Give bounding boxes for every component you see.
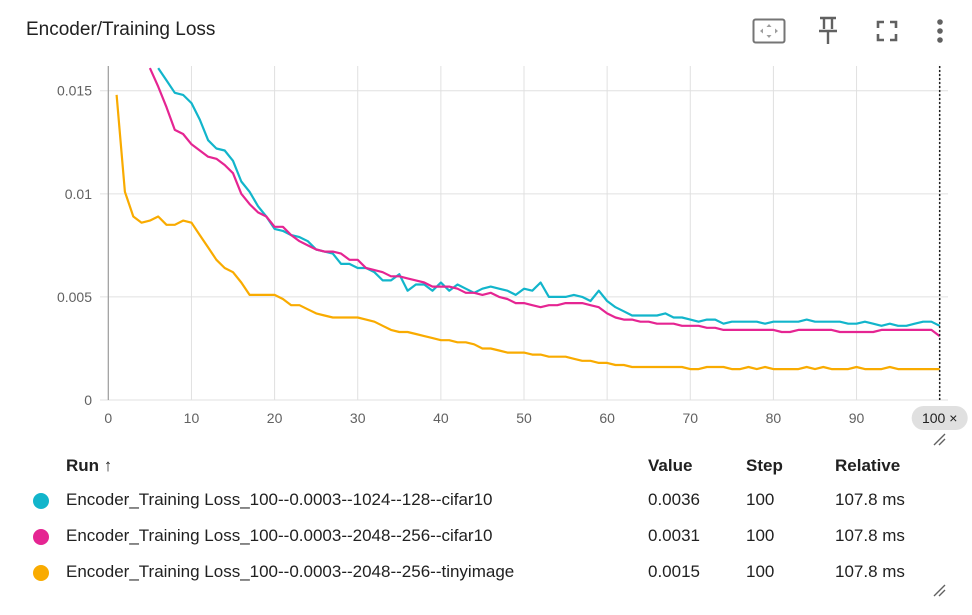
x-tick-label: 30 — [350, 410, 366, 426]
y-tick-label: 0.01 — [65, 186, 92, 202]
run-step: 100 — [746, 526, 775, 545]
run-relative: 107.8 ms — [835, 490, 905, 509]
run-value: 0.0036 — [648, 490, 700, 509]
run-name: Encoder_Training Loss_100--0.0003--2048-… — [66, 562, 515, 581]
x-tick-label: 80 — [766, 410, 782, 426]
run-name: Encoder_Training Loss_100--0.0003--2048-… — [66, 526, 493, 545]
table-row: Encoder_Training Loss_100--0.0003--2048-… — [24, 554, 944, 590]
pin-icon — [819, 16, 837, 44]
run-name: Encoder_Training Loss_100--0.0003--1024-… — [66, 490, 493, 509]
series-line — [157, 67, 941, 327]
x-tick-label: 40 — [433, 410, 449, 426]
series-line — [148, 67, 941, 337]
loss-chart[interactable]: 0 0.005 0.01 0.015 0 10 20 30 40 50 60 70 80 90 100 × — [0, 60, 972, 440]
fullscreen-button[interactable] — [869, 13, 905, 49]
run-color-dot — [33, 529, 49, 545]
table-resize-handle[interactable] — [932, 583, 946, 597]
more-options-button[interactable] — [928, 13, 952, 49]
x-tick-label: 50 — [516, 410, 532, 426]
run-value: 0.0015 — [648, 562, 700, 581]
run-step: 100 — [746, 562, 775, 581]
run-column-header[interactable]: Run ↑ — [66, 456, 113, 475]
x-tick-label: 0 — [104, 410, 112, 426]
chart-resize-handle[interactable] — [932, 432, 946, 446]
x-tick-label: 10 — [184, 410, 200, 426]
value-column-header[interactable]: Value — [648, 456, 693, 475]
y-tick-label: 0.005 — [57, 289, 92, 305]
fullscreen-icon — [876, 20, 898, 42]
run-color-dot — [33, 565, 49, 581]
y-tick-label: 0 — [84, 392, 92, 408]
relative-column-header[interactable]: Relative — [835, 456, 901, 475]
runs-table: Run ↑ Value Step Relative Encoder_Traini… — [24, 450, 944, 590]
table-header: Run ↑ Value Step Relative — [24, 450, 944, 482]
card-toolbar — [728, 12, 952, 50]
x-tick-label: 90 — [849, 410, 865, 426]
run-relative: 107.8 ms — [835, 526, 905, 545]
x-tick-label: 70 — [682, 410, 698, 426]
chart-svg[interactable]: 0 0.005 0.01 0.015 0 10 20 30 40 50 60 70 80 90 100 × — [0, 60, 972, 440]
series-line — [115, 94, 940, 371]
run-step: 100 — [746, 490, 775, 509]
fit-to-domain-icon — [752, 18, 786, 44]
table-row: Encoder_Training Loss_100--0.0003--1024-… — [24, 482, 944, 518]
run-value: 0.0031 — [648, 526, 700, 545]
pin-button[interactable] — [810, 13, 846, 49]
x-tick-label: 60 — [599, 410, 615, 426]
run-color-dot — [33, 493, 49, 509]
hover-step-label: 100 × — [922, 410, 957, 426]
hover-step-chip — [911, 406, 968, 430]
run-relative: 107.8 ms — [835, 562, 905, 581]
x-tick-label: 20 — [267, 410, 283, 426]
table-row: Encoder_Training Loss_100--0.0003--2048-… — [24, 518, 944, 554]
fit-to-domain-button[interactable] — [751, 13, 787, 49]
step-column-header[interactable]: Step — [746, 456, 783, 475]
more-vert-icon — [937, 19, 943, 43]
y-tick-label: 0.015 — [57, 83, 92, 99]
card-title: Encoder/Training Loss — [26, 19, 216, 40]
